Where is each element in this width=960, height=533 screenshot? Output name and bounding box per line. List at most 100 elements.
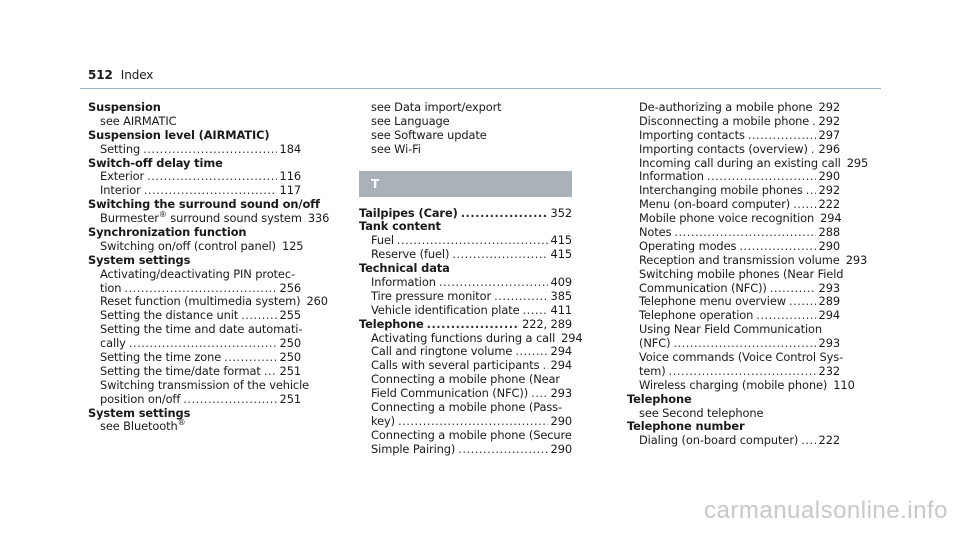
index-entry[interactable]: De-authorizing a mobile phone 292 — [627, 100, 841, 115]
index-entry[interactable]: Information 409 — [359, 275, 573, 290]
index-entry[interactable]: Reserve (fuel) 415 — [359, 247, 573, 262]
entry-page-number[interactable]: 290 — [550, 441, 573, 456]
index-entry[interactable]: tion 256 — [88, 280, 302, 296]
entry-page-number[interactable]: 352 — [550, 205, 573, 220]
index-entry[interactable]: Burmester® surround sound system 336 — [88, 211, 329, 226]
index-entry[interactable]: Incoming call during an existing call 295 — [627, 156, 868, 171]
dot-leader — [542, 359, 547, 373]
entry-page-number[interactable]: 255 — [279, 308, 302, 323]
index-entry[interactable]: Notes 288 — [627, 225, 841, 240]
entry-page-number[interactable]: 294 — [550, 358, 573, 373]
entry-page-number[interactable]: 409 — [550, 275, 573, 290]
entry-page-number[interactable]: 294 — [820, 211, 842, 226]
entry-page-number[interactable]: 250 — [279, 336, 302, 351]
index-entry[interactable]: Vehicle identification plate 411 — [359, 302, 573, 318]
entry-page-number[interactable]: 415 — [550, 233, 573, 248]
index-entry[interactable]: Reset function (multimedia system) 260 — [88, 295, 328, 309]
dot-leader — [811, 143, 816, 157]
index-entry[interactable]: Mobile phone voice recognition 294 — [627, 211, 842, 226]
entry-page-number[interactable]: 290 — [818, 169, 841, 184]
index-subentry-text: Using Near Field Communication — [639, 322, 823, 337]
index-subentry-text: Setting the time and date automati- — [100, 322, 303, 337]
entry-page-number[interactable]: 293 — [550, 386, 573, 401]
index-entry[interactable]: Operating modes 290 — [627, 238, 841, 254]
entry-page-number[interactable]: 292 — [818, 183, 841, 198]
entry-page-number[interactable]: 293 — [818, 336, 841, 351]
index-entry[interactable]: Menu (on-board computer) 222 — [627, 197, 841, 212]
index-entry[interactable]: Communication (NFC)) 293 — [627, 280, 841, 296]
entry-page-number[interactable]: 290 — [550, 413, 573, 428]
entry-page-number[interactable]: 232 — [818, 363, 841, 378]
entry-page-number[interactable]: 290 — [818, 238, 841, 253]
entry-page-number[interactable]: 222 — [818, 433, 841, 448]
entry-page-number[interactable]: 293 — [845, 252, 868, 267]
entry-page-number[interactable]: 256 — [279, 280, 302, 295]
index-entry[interactable]: Disconnecting a mobile phone 292 — [627, 113, 841, 129]
entry-page-number[interactable]: 293 — [818, 280, 841, 295]
entry-page-number[interactable]: 336 — [307, 211, 330, 226]
index-entry[interactable]: position on/off 251 — [88, 391, 302, 407]
index-entry[interactable]: Setting the distance unit 255 — [88, 308, 302, 323]
entry-page-number[interactable]: 415 — [550, 247, 573, 262]
index-entry[interactable]: Fuel 415 — [359, 233, 573, 248]
entry-page-number[interactable]: 385 — [550, 288, 573, 303]
index-entry[interactable]: Switching on/off (control panel) 125 — [88, 238, 304, 254]
index-entry[interactable]: Dialing (on-board computer) 222 — [627, 433, 841, 448]
index-entry[interactable]: Tire pressure monitor 385 — [359, 288, 573, 304]
dot-leader — [674, 226, 815, 240]
index-entry[interactable]: Setting 184 — [88, 141, 302, 157]
index-entry[interactable]: Wireless charging (mobile phone) 110 — [627, 378, 855, 393]
index-entry[interactable]: Calls with several participants 294 — [359, 358, 573, 373]
entry-page-number[interactable]: 296 — [818, 141, 841, 156]
index-entry[interactable]: Telephone operation 294 — [627, 308, 841, 323]
page-header: 512 Index — [88, 68, 153, 82]
entry-page-number[interactable]: 251 — [279, 363, 302, 378]
entry-page-number[interactable]: 250 — [279, 350, 302, 365]
entry-page-number[interactable]: 411 — [550, 302, 573, 317]
entry-page-number[interactable]: 184 — [279, 141, 302, 156]
entry-page-number[interactable]: 110 — [833, 377, 855, 392]
entry-page-number[interactable]: 295 — [846, 155, 869, 170]
entry-page-number[interactable]: 294 — [818, 308, 841, 323]
entry-page-number[interactable]: 222, 289 — [522, 316, 572, 331]
index-heading: Synchronization function — [88, 225, 247, 240]
index-entry[interactable]: Reception and transmission volume 293 — [627, 253, 867, 268]
index-heading: Switching the surround sound on/off — [88, 197, 320, 212]
index-entry[interactable]: (NFC) 293 — [627, 336, 841, 351]
index-entry[interactable]: Setting the time/date format 251 — [88, 363, 302, 379]
index-entry[interactable]: tem) 232 — [627, 363, 841, 379]
entry-page-number[interactable]: 288 — [818, 225, 841, 240]
entry-page-number[interactable]: 222 — [818, 197, 841, 212]
entry-page-number[interactable]: 292 — [818, 100, 841, 114]
index-entry[interactable]: Call and ringtone volume 294 — [359, 345, 572, 359]
entry-page-number[interactable]: 289 — [818, 294, 841, 309]
entry-page-number[interactable]: 294 — [561, 330, 583, 345]
index-entry[interactable]: Importing contacts 297 — [627, 127, 841, 143]
dot-leader — [398, 415, 548, 429]
dot-leader — [515, 345, 547, 359]
index-entry[interactable]: Telephone menu overview 289 — [627, 295, 840, 309]
index-entry[interactable]: key) 290 — [359, 413, 573, 429]
entry-page-number[interactable]: 125 — [281, 238, 304, 253]
index-entry[interactable]: Activating functions during a call 294 — [359, 331, 583, 346]
index-heading-entry[interactable]: Tailpipes (Care) 352 — [359, 205, 573, 221]
index-entry[interactable]: cally 250 — [88, 336, 302, 351]
entry-page-number[interactable]: 117 — [279, 183, 302, 198]
entry-page-number[interactable]: 297 — [818, 127, 841, 142]
entry-page-number[interactable]: 294 — [550, 344, 573, 359]
index-entry[interactable]: Interchanging mobile phones 292 — [627, 183, 841, 198]
entry-page-number[interactable]: 116 — [279, 169, 302, 184]
index-entry[interactable]: Information 290 — [627, 170, 840, 184]
entry-label: (NFC) — [639, 336, 671, 351]
index-entry[interactable]: Interior 117 — [88, 183, 302, 198]
index-entry[interactable]: Field Communication (NFC)) 293 — [359, 386, 573, 401]
index-entry[interactable]: Importing contacts (overview) 296 — [627, 141, 841, 157]
index-subentry-text: see Data import/export — [371, 100, 502, 114]
entry-page-number[interactable]: 251 — [279, 391, 302, 406]
index-heading-entry[interactable]: Telephone 222, 289 — [359, 316, 572, 332]
index-entry[interactable]: Simple Pairing) 290 — [359, 441, 573, 457]
index-entry[interactable]: Exterior 116 — [88, 170, 301, 184]
index-entry[interactable]: Setting the time zone 250 — [88, 350, 302, 365]
entry-page-number[interactable]: 292 — [818, 113, 841, 128]
entry-page-number[interactable]: 260 — [306, 294, 328, 309]
